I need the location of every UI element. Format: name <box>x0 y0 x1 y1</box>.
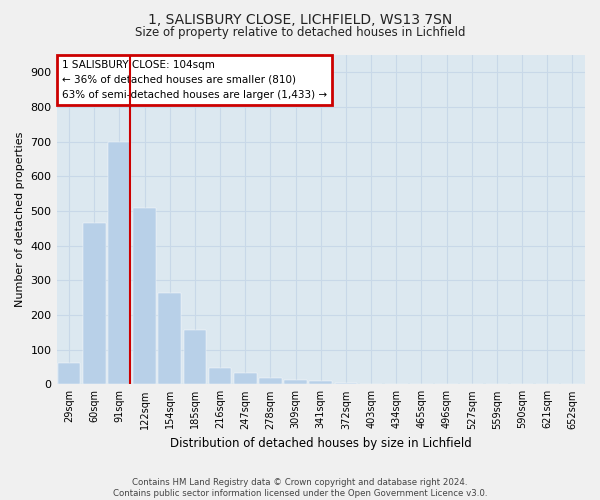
Bar <box>284 380 307 384</box>
Y-axis label: Number of detached properties: Number of detached properties <box>15 132 25 308</box>
Bar <box>184 330 206 384</box>
Bar <box>158 293 181 384</box>
Bar <box>310 381 332 384</box>
Bar <box>234 372 257 384</box>
Text: 1 SALISBURY CLOSE: 104sqm
← 36% of detached houses are smaller (810)
63% of semi: 1 SALISBURY CLOSE: 104sqm ← 36% of detac… <box>62 60 327 100</box>
Bar <box>83 223 106 384</box>
Bar <box>259 378 282 384</box>
Bar <box>58 363 80 384</box>
Text: Contains HM Land Registry data © Crown copyright and database right 2024.
Contai: Contains HM Land Registry data © Crown c… <box>113 478 487 498</box>
Bar <box>209 368 232 384</box>
Bar <box>133 208 156 384</box>
Text: Size of property relative to detached houses in Lichfield: Size of property relative to detached ho… <box>135 26 465 39</box>
X-axis label: Distribution of detached houses by size in Lichfield: Distribution of detached houses by size … <box>170 437 472 450</box>
Text: 1, SALISBURY CLOSE, LICHFIELD, WS13 7SN: 1, SALISBURY CLOSE, LICHFIELD, WS13 7SN <box>148 12 452 26</box>
Bar <box>108 142 131 384</box>
